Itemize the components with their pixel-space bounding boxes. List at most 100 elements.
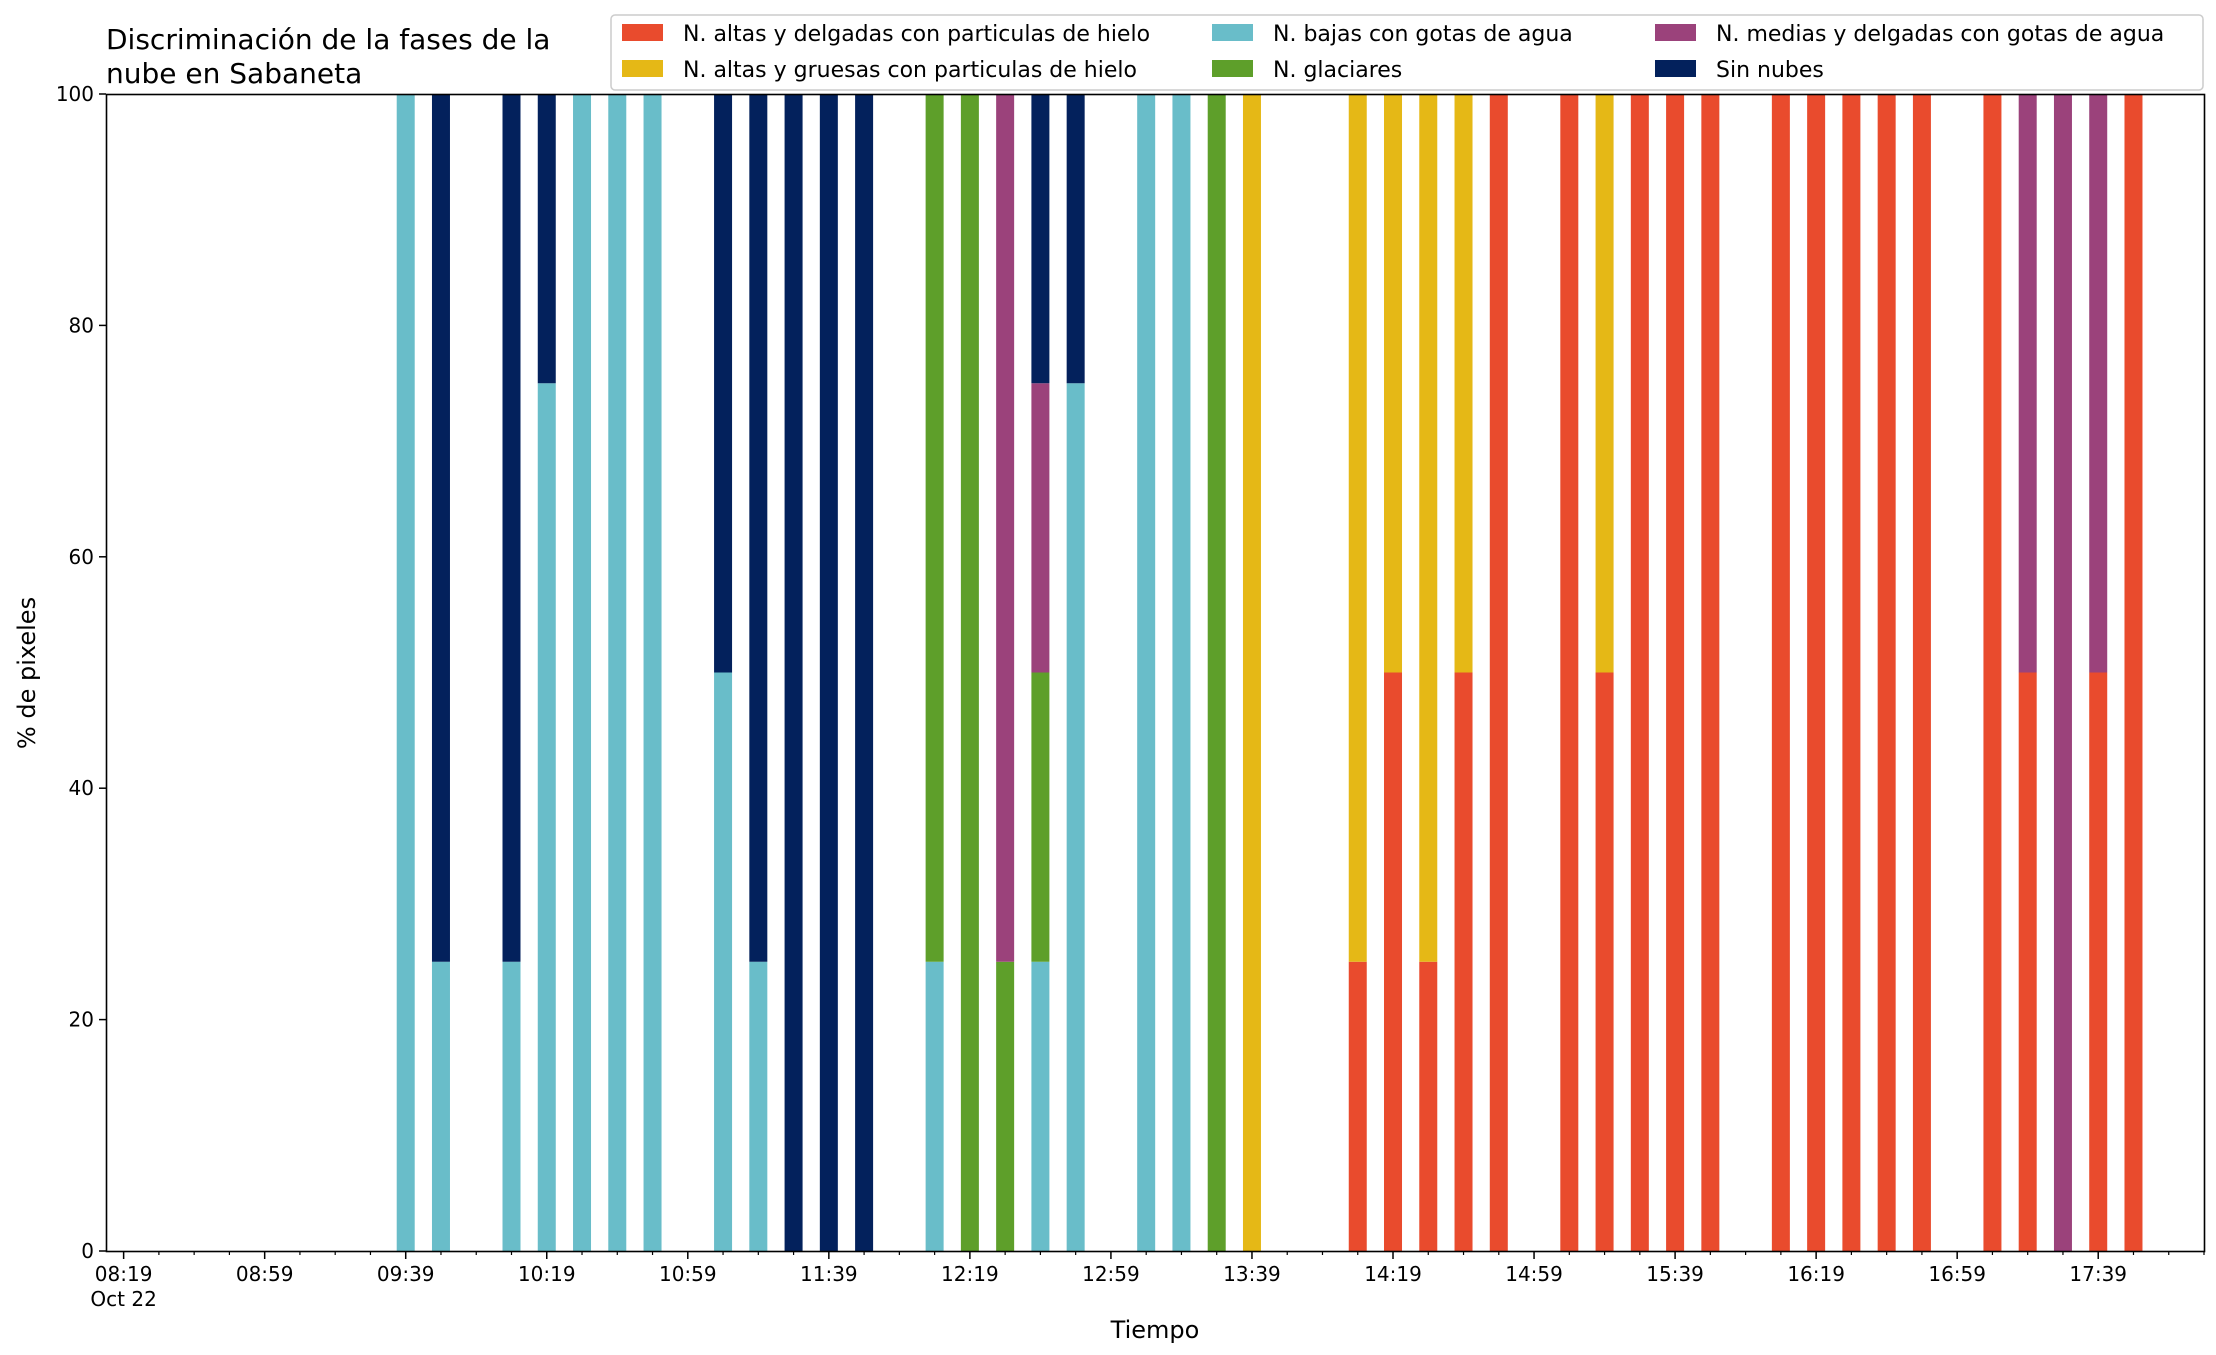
y-tick-label: 60 bbox=[69, 545, 94, 569]
bar-segment-1719-0 bbox=[2018, 672, 2037, 1251]
legend-label-1: N. altas y gruesas con particulas de hie… bbox=[683, 58, 1137, 83]
bar-segment-1429-1 bbox=[1419, 94, 1438, 962]
x-tick-label: 14:19 bbox=[1364, 1262, 1422, 1286]
bar-segment-1239-3 bbox=[1031, 94, 1050, 384]
y-tick-label: 40 bbox=[69, 776, 94, 800]
bar-segment-1339-0 bbox=[1242, 94, 1261, 1251]
bar-segment-1229-0 bbox=[996, 961, 1015, 1251]
bar-segment-1419-0 bbox=[1384, 672, 1403, 1251]
bar-segment-1749-0 bbox=[2124, 94, 2143, 1251]
chart-title-line-1: Discriminación de la fases de la bbox=[106, 23, 550, 56]
bar-segment-1409-0 bbox=[1348, 961, 1367, 1251]
legend-label-4: N. medias y delgadas con gotas de agua bbox=[1716, 22, 2164, 47]
plot-frame bbox=[105, 93, 2206, 1253]
x-tick-label: 17:39 bbox=[2069, 1262, 2127, 1286]
bar-segment-1529-0 bbox=[1630, 94, 1649, 1251]
x-tick-label: 10:19 bbox=[518, 1262, 576, 1286]
y-tick-label: 0 bbox=[81, 1239, 94, 1263]
y-axis-label: % de pixeles bbox=[13, 597, 41, 749]
bar-segment-1319-0 bbox=[1172, 94, 1191, 1251]
legend-label-3: N. glaciares bbox=[1273, 58, 1402, 83]
bar-segment-1019-1 bbox=[537, 94, 556, 384]
bar-segment-1029-0 bbox=[573, 94, 592, 1251]
legend-swatch-5 bbox=[1655, 60, 1696, 77]
x-tick-label: 16:59 bbox=[1928, 1262, 1986, 1286]
bar-segment-1009-0 bbox=[502, 961, 521, 1251]
bar-segment-1249-1 bbox=[1066, 94, 1085, 384]
bar-segment-1409-1 bbox=[1348, 94, 1367, 962]
bar-segment-1109-0 bbox=[714, 672, 733, 1251]
bar-segment-1109-1 bbox=[714, 94, 733, 673]
legend: N. altas y delgadas con particulas de hi… bbox=[610, 14, 2204, 91]
bar-segment-1619-0 bbox=[1807, 94, 1826, 1251]
bar-segment-1549-0 bbox=[1701, 94, 1720, 1251]
legend-swatch-0 bbox=[622, 24, 663, 41]
y-tick-label: 80 bbox=[69, 313, 94, 337]
bar-segment-1239-1 bbox=[1031, 672, 1050, 962]
bar-segment-1209-0 bbox=[925, 961, 944, 1251]
bar-segment-1519-1 bbox=[1595, 94, 1614, 673]
x-tick-label: 11:39 bbox=[800, 1262, 858, 1286]
bar-segment-1439-1 bbox=[1454, 94, 1473, 673]
bar-segment-0939-0 bbox=[396, 94, 415, 1251]
x-tick-label: 08:19 bbox=[95, 1262, 153, 1286]
legend-swatch-2 bbox=[1212, 24, 1253, 41]
bar-segment-1049-0 bbox=[643, 94, 662, 1251]
bar-segment-0949-0 bbox=[431, 961, 450, 1251]
y-tick-label: 20 bbox=[69, 1008, 94, 1032]
bar-segment-1509-0 bbox=[1560, 94, 1579, 1251]
bar-segment-1709-0 bbox=[1983, 94, 2002, 1251]
chart-title-line-2: nube en Sabaneta bbox=[106, 57, 362, 90]
bar-segment-1309-0 bbox=[1137, 94, 1156, 1251]
bar-segment-1719-1 bbox=[2018, 94, 2037, 673]
bar-segment-1129-0 bbox=[784, 94, 803, 1251]
bar-segment-1039-0 bbox=[608, 94, 627, 1251]
x-tick-label: 09:39 bbox=[377, 1262, 435, 1286]
x-tick-label: 16:19 bbox=[1787, 1262, 1845, 1286]
legend-label-0: N. altas y delgadas con particulas de hi… bbox=[683, 22, 1150, 47]
bar-segment-1649-0 bbox=[1912, 94, 1931, 1251]
legend-swatch-4 bbox=[1655, 24, 1696, 41]
x-tick-label: 12:59 bbox=[1082, 1262, 1140, 1286]
bar-segment-1439-0 bbox=[1454, 672, 1473, 1251]
bar-segment-1429-0 bbox=[1419, 961, 1438, 1251]
bar-segment-1519-0 bbox=[1595, 672, 1614, 1251]
x-tick-label: 12:19 bbox=[941, 1262, 999, 1286]
bar-segment-1009-1 bbox=[502, 94, 521, 962]
legend-frame bbox=[610, 14, 2204, 91]
bar-segment-1329-0 bbox=[1207, 94, 1226, 1251]
bar-segment-1629-0 bbox=[1842, 94, 1861, 1251]
bar-segment-1229-1 bbox=[996, 94, 1015, 962]
bar-segment-1119-0 bbox=[749, 961, 768, 1251]
bar-segment-1539-0 bbox=[1666, 94, 1685, 1251]
y-tick-label: 100 bbox=[56, 82, 94, 106]
legend-label-2: N. bajas con gotas de agua bbox=[1273, 22, 1573, 47]
legend-swatch-3 bbox=[1212, 60, 1253, 77]
x-tick-label: 10:59 bbox=[659, 1262, 717, 1286]
bar-segment-1239-2 bbox=[1031, 383, 1050, 673]
bar-segment-1739-0 bbox=[2089, 672, 2108, 1251]
bar-segment-1219-0 bbox=[960, 94, 979, 1251]
legend-swatch-1 bbox=[622, 60, 663, 77]
bar-segment-1209-1 bbox=[925, 94, 944, 962]
bar-segment-1119-1 bbox=[749, 94, 768, 962]
bar-segment-1419-1 bbox=[1384, 94, 1403, 673]
bar-segment-1609-0 bbox=[1771, 94, 1790, 1251]
y-axis: 0 20 40 60 80 100 bbox=[56, 82, 106, 1263]
bar-segment-1449-0 bbox=[1489, 94, 1508, 1251]
bar-segment-1019-0 bbox=[537, 383, 556, 1251]
bar-segment-1729-0 bbox=[2053, 94, 2072, 1251]
x-axis-label: Tiempo bbox=[1110, 1316, 1200, 1344]
x-tick-date-label: Oct 22 bbox=[90, 1287, 156, 1311]
bar-segment-1149-0 bbox=[855, 94, 874, 1251]
bar-segment-0949-1 bbox=[431, 94, 450, 962]
bar-segment-1139-0 bbox=[819, 94, 838, 1251]
x-tick-label: 15:39 bbox=[1646, 1262, 1704, 1286]
x-tick-label: 08:59 bbox=[236, 1262, 294, 1286]
bars-layer bbox=[396, 94, 2143, 1251]
bar-segment-1249-0 bbox=[1066, 383, 1085, 1251]
x-tick-label: 13:39 bbox=[1223, 1262, 1281, 1286]
bar-segment-1239-0 bbox=[1031, 961, 1050, 1251]
bar-segment-1739-1 bbox=[2089, 94, 2108, 673]
